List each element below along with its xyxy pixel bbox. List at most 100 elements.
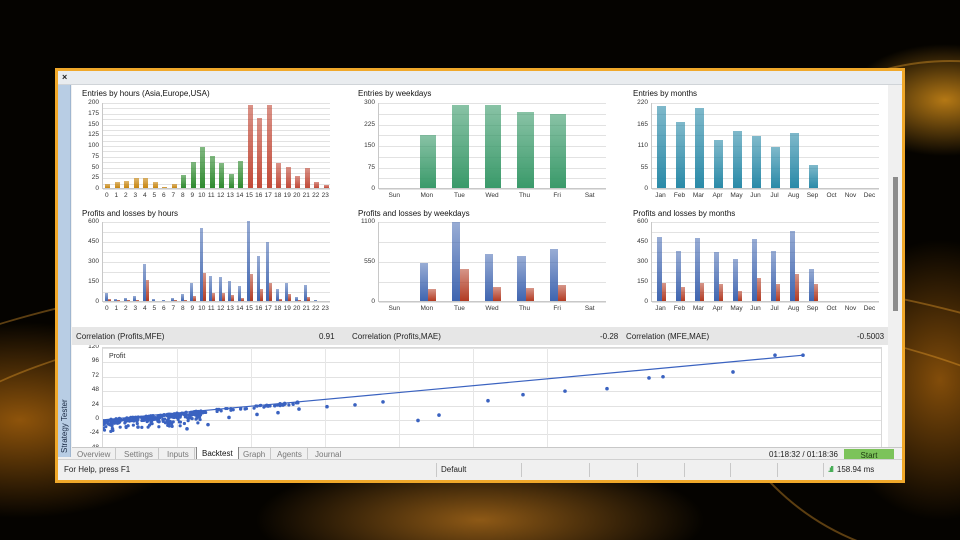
x-tick-label: Jan	[655, 192, 666, 199]
profit-bar	[180, 294, 184, 301]
y-tick-label: 24	[91, 400, 99, 408]
x-tick-label: Tue	[453, 305, 465, 312]
scrollbar-thumb[interactable]	[893, 177, 898, 311]
y-tick-label: 150	[88, 278, 99, 285]
loss-bar	[269, 283, 273, 301]
loss-bar	[193, 295, 197, 301]
x-tick-label: 4	[142, 192, 147, 199]
tab-journal[interactable]: Journal	[315, 450, 342, 459]
x-tick-label: Feb	[673, 192, 686, 199]
bar	[143, 178, 149, 188]
y-tick-label: 450	[637, 238, 648, 245]
loss-bar	[259, 289, 263, 301]
x-tick-label: 16	[255, 192, 263, 199]
profit-bar	[313, 300, 317, 301]
gridline	[103, 376, 881, 378]
vertical-gridline	[177, 348, 178, 450]
loss-bar	[813, 284, 819, 301]
tab-inputs[interactable]: Inputs	[162, 448, 195, 463]
loss-bar	[699, 283, 705, 301]
profit-bar	[228, 281, 232, 301]
y-tick-label: 0	[371, 298, 375, 305]
x-tick-label: Fri	[553, 192, 561, 199]
tab-overview[interactable]: Overview	[72, 448, 117, 463]
profit-bar	[656, 237, 662, 301]
profit-bar	[789, 231, 795, 301]
connection-status[interactable]: .ıll 158.94 ms	[823, 463, 903, 477]
tab-agents[interactable]: Agents	[272, 448, 308, 463]
bar	[171, 184, 177, 188]
vertical-gridline	[547, 348, 548, 450]
loss-bar	[427, 289, 436, 301]
profit-bar	[237, 286, 241, 301]
bar	[219, 163, 225, 188]
x-tick-label: 10	[198, 305, 206, 312]
y-tick-label: 150	[88, 120, 99, 128]
x-tick-label: Mon	[420, 192, 434, 199]
x-tick-label: Oct	[826, 192, 837, 199]
profit-bar	[294, 297, 298, 301]
loss-bar	[493, 287, 502, 301]
gridline	[103, 156, 330, 158]
profit-bar	[266, 241, 270, 301]
y-tick-label: -24	[89, 429, 99, 437]
chart-title: Profits and losses by weekdays	[358, 209, 470, 218]
y-tick-label: 0	[95, 298, 99, 305]
x-tick-label: Jul	[770, 192, 779, 199]
x-tick-label: 10	[198, 192, 206, 199]
x-tick-label: 1	[114, 192, 119, 199]
close-icon[interactable]: ×	[62, 72, 68, 82]
gridline	[103, 242, 330, 243]
x-tick-label: 1	[114, 305, 119, 312]
loss-bar	[107, 299, 111, 301]
x-tick-label: 21	[302, 305, 310, 312]
bar	[162, 186, 168, 188]
vertical-scrollbar[interactable]	[891, 87, 900, 327]
correlation-bar: Correlation (Profits,MFE) 0.91 Correlati…	[72, 327, 888, 345]
bar	[517, 112, 534, 188]
gridline	[652, 167, 879, 169]
loss-bar	[794, 274, 800, 301]
profit-bar	[142, 263, 146, 301]
corr-value-profits-mae: -0.28	[600, 332, 619, 341]
y-tick-label: 150	[364, 142, 375, 149]
gridline	[103, 391, 881, 393]
profit-bar	[161, 299, 165, 301]
loss-bar	[240, 298, 244, 301]
gridline	[652, 272, 879, 273]
gridline	[103, 151, 330, 153]
chart-title: Entries by hours (Asia,Europe,USA)	[82, 89, 210, 98]
gridline	[652, 178, 879, 180]
x-tick-label: 13	[226, 305, 234, 312]
profit-bar	[275, 288, 279, 301]
bar	[550, 114, 567, 188]
tab-graph[interactable]: Graph	[238, 448, 272, 463]
start-button[interactable]: Start	[844, 449, 894, 462]
x-tick-label: Oct	[826, 305, 837, 312]
tab-settings[interactable]: Settings	[119, 448, 159, 463]
x-tick-label: 23	[321, 305, 329, 312]
bar	[285, 166, 291, 188]
y-tick-label: 72	[91, 371, 99, 379]
y-tick-label: 1100	[361, 218, 375, 225]
bar	[694, 108, 705, 188]
gridline	[103, 162, 330, 164]
x-tick-label: 14	[236, 305, 244, 312]
x-tick-label: Sun	[388, 305, 401, 312]
y-tick-label: 0	[95, 185, 99, 192]
y-tick-label: 550	[364, 258, 375, 265]
corr-value-mfe-mae: -0.5003	[857, 332, 885, 341]
strategy-tester-window: × Strategy Tester Entries by hours (Asia…	[55, 68, 905, 483]
y-tick-label: 220	[637, 99, 648, 106]
corr-label-profits-mae: Correlation (Profits,MAE)	[352, 332, 441, 341]
profit-bar	[713, 251, 719, 301]
x-tick-label: 20	[293, 192, 301, 199]
y-tick-label: 0	[644, 298, 648, 305]
x-tick-label: Jan	[655, 305, 666, 312]
y-tick-label: 96	[91, 357, 99, 365]
gridline	[103, 272, 330, 273]
loss-bar	[126, 300, 130, 301]
profit-bar	[732, 259, 738, 301]
y-tick-label: 50	[91, 163, 99, 171]
status-bar: For Help, press F1 Default .ıll 158.94 ms	[58, 459, 902, 480]
